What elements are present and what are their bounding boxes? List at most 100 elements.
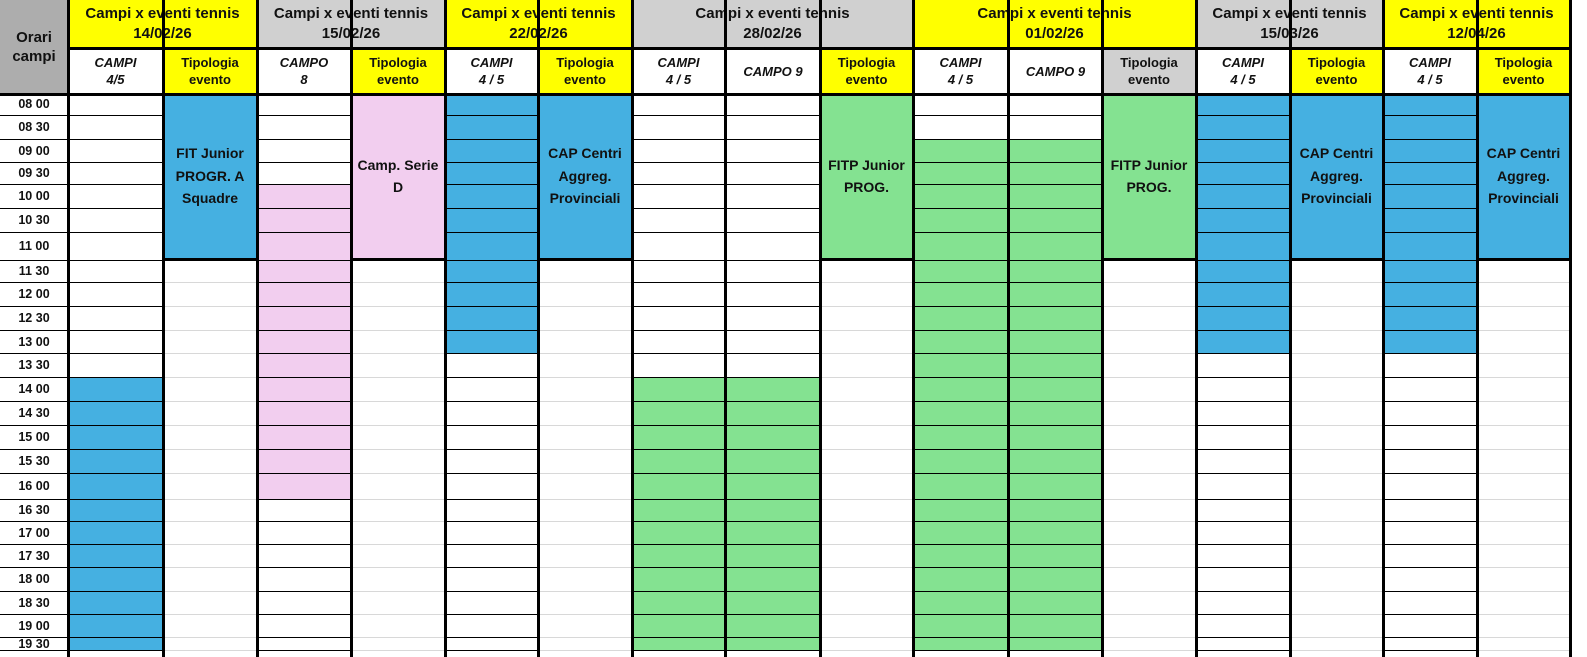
empty-cell[interactable] — [163, 261, 257, 283]
booked-slot[interactable] — [1008, 545, 1102, 568]
booked-slot[interactable] — [1196, 283, 1290, 307]
empty-cell[interactable] — [1102, 378, 1196, 402]
free-slot[interactable] — [257, 522, 351, 545]
free-slot[interactable] — [68, 116, 163, 140]
empty-cell[interactable] — [820, 307, 913, 331]
booked-slot[interactable] — [1383, 307, 1477, 331]
booked-slot[interactable] — [257, 354, 351, 378]
free-slot[interactable] — [445, 450, 538, 474]
booked-slot[interactable] — [1196, 163, 1290, 185]
empty-cell[interactable] — [820, 354, 913, 378]
free-slot[interactable] — [68, 163, 163, 185]
booked-slot[interactable] — [1008, 331, 1102, 354]
booked-slot[interactable] — [725, 426, 820, 450]
free-slot[interactable] — [725, 307, 820, 331]
booked-slot[interactable] — [725, 592, 820, 615]
booked-slot[interactable] — [257, 283, 351, 307]
booked-slot[interactable] — [913, 307, 1008, 331]
free-slot[interactable] — [257, 545, 351, 568]
empty-cell[interactable] — [820, 545, 913, 568]
booked-slot[interactable] — [1008, 307, 1102, 331]
free-slot[interactable] — [1196, 474, 1290, 500]
booked-slot[interactable] — [1008, 638, 1102, 651]
empty-cell[interactable] — [538, 500, 632, 522]
booked-slot[interactable] — [913, 140, 1008, 163]
free-slot[interactable] — [257, 116, 351, 140]
empty-cell[interactable] — [1290, 638, 1383, 651]
empty-cell[interactable] — [1477, 545, 1570, 568]
empty-cell[interactable] — [1290, 474, 1383, 500]
free-slot[interactable] — [68, 354, 163, 378]
booked-slot[interactable] — [257, 378, 351, 402]
free-slot[interactable] — [725, 185, 820, 209]
booked-slot[interactable] — [913, 163, 1008, 185]
booked-slot[interactable] — [913, 331, 1008, 354]
booked-slot[interactable] — [913, 185, 1008, 209]
empty-cell[interactable] — [538, 283, 632, 307]
free-slot[interactable] — [1196, 545, 1290, 568]
free-slot[interactable] — [632, 140, 725, 163]
booked-slot[interactable] — [725, 615, 820, 638]
event-type-cell[interactable]: FITP Junior PROG. — [1102, 94, 1196, 261]
empty-cell[interactable] — [1102, 474, 1196, 500]
booked-slot[interactable] — [725, 402, 820, 426]
empty-cell[interactable] — [1290, 307, 1383, 331]
booked-slot[interactable] — [1196, 140, 1290, 163]
empty-cell[interactable] — [1290, 378, 1383, 402]
empty-cell[interactable] — [1477, 283, 1570, 307]
booked-slot[interactable] — [445, 185, 538, 209]
empty-cell[interactable] — [1477, 615, 1570, 638]
empty-cell[interactable] — [351, 545, 445, 568]
booked-slot[interactable] — [68, 450, 163, 474]
empty-cell[interactable] — [351, 261, 445, 283]
free-slot[interactable] — [257, 615, 351, 638]
free-slot[interactable] — [725, 354, 820, 378]
empty-cell[interactable] — [538, 638, 632, 651]
empty-cell[interactable] — [820, 615, 913, 638]
empty-cell[interactable] — [1102, 500, 1196, 522]
free-slot[interactable] — [632, 261, 725, 283]
empty-cell[interactable] — [538, 615, 632, 638]
booked-slot[interactable] — [1008, 402, 1102, 426]
booked-slot[interactable] — [445, 283, 538, 307]
empty-cell[interactable] — [1102, 545, 1196, 568]
empty-cell[interactable] — [1477, 592, 1570, 615]
booked-slot[interactable] — [1383, 261, 1477, 283]
empty-cell[interactable] — [820, 261, 913, 283]
booked-slot[interactable] — [257, 474, 351, 500]
booked-slot[interactable] — [257, 209, 351, 233]
booked-slot[interactable] — [68, 426, 163, 450]
booked-slot[interactable] — [257, 331, 351, 354]
free-slot[interactable] — [632, 116, 725, 140]
booked-slot[interactable] — [913, 545, 1008, 568]
event-type-cell[interactable]: CAP Centri Aggreg. Provinciali — [1290, 94, 1383, 261]
empty-cell[interactable] — [1102, 592, 1196, 615]
booked-slot[interactable] — [1008, 283, 1102, 307]
free-slot[interactable] — [445, 568, 538, 592]
free-slot[interactable] — [1383, 522, 1477, 545]
empty-cell[interactable] — [1477, 354, 1570, 378]
free-slot[interactable] — [257, 638, 351, 651]
free-slot[interactable] — [257, 568, 351, 592]
empty-cell[interactable] — [538, 545, 632, 568]
booked-slot[interactable] — [68, 474, 163, 500]
booked-slot[interactable] — [1383, 331, 1477, 354]
booked-slot[interactable] — [725, 568, 820, 592]
booked-slot[interactable] — [1008, 500, 1102, 522]
empty-cell[interactable] — [1102, 615, 1196, 638]
empty-cell[interactable] — [1290, 615, 1383, 638]
booked-slot[interactable] — [445, 140, 538, 163]
booked-slot[interactable] — [725, 378, 820, 402]
free-slot[interactable] — [445, 426, 538, 450]
free-slot[interactable] — [1383, 450, 1477, 474]
empty-cell[interactable] — [538, 261, 632, 283]
empty-cell[interactable] — [1477, 331, 1570, 354]
free-slot[interactable] — [725, 163, 820, 185]
empty-cell[interactable] — [351, 500, 445, 522]
empty-cell[interactable] — [1102, 402, 1196, 426]
free-slot[interactable] — [632, 185, 725, 209]
empty-cell[interactable] — [163, 426, 257, 450]
empty-cell[interactable] — [1102, 568, 1196, 592]
empty-cell[interactable] — [820, 402, 913, 426]
booked-slot[interactable] — [913, 474, 1008, 500]
